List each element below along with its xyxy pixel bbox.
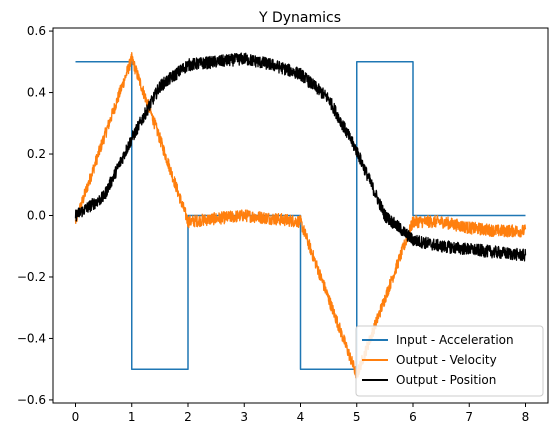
series-line-0 (75, 61, 526, 370)
y-tick-label: 0.2 (27, 147, 46, 161)
x-tick-label: 5 (353, 410, 361, 424)
x-tick-label: 8 (522, 410, 530, 424)
legend-label: Output - Velocity (396, 353, 497, 367)
legend-box (355, 325, 544, 397)
series-layer (74, 52, 527, 379)
y-tick-label: −0.2 (17, 270, 46, 284)
series-line-2 (74, 52, 527, 262)
y-tick-label: −0.4 (17, 331, 46, 345)
legend-label: Input - Acceleration (396, 333, 514, 347)
legend: Input - Acceleration Output - Velocity Out… (355, 325, 544, 397)
legend-label: Output - Position (396, 373, 496, 387)
y-tick-label: 0.4 (27, 86, 46, 100)
x-tick-label: 3 (240, 410, 248, 424)
x-tick-label: 7 (465, 410, 473, 424)
x-tick-label: 2 (184, 410, 192, 424)
y-tick-label: 0.6 (27, 24, 46, 38)
y-tick-label: −0.6 (17, 393, 46, 407)
x-tick-label: 4 (297, 410, 305, 424)
y-tick-label: 0.0 (27, 209, 46, 223)
x-tick-label: 6 (409, 410, 417, 424)
y-axis: −0.6 −0.4 −0.2 0.0 0.2 0.4 0.6 (17, 24, 53, 407)
x-tick-label: 0 (72, 410, 80, 424)
x-tick-label: 1 (128, 410, 136, 424)
chart-title: Y Dynamics (258, 10, 341, 26)
x-axis: 0 1 2 3 4 5 6 7 8 (72, 403, 530, 424)
